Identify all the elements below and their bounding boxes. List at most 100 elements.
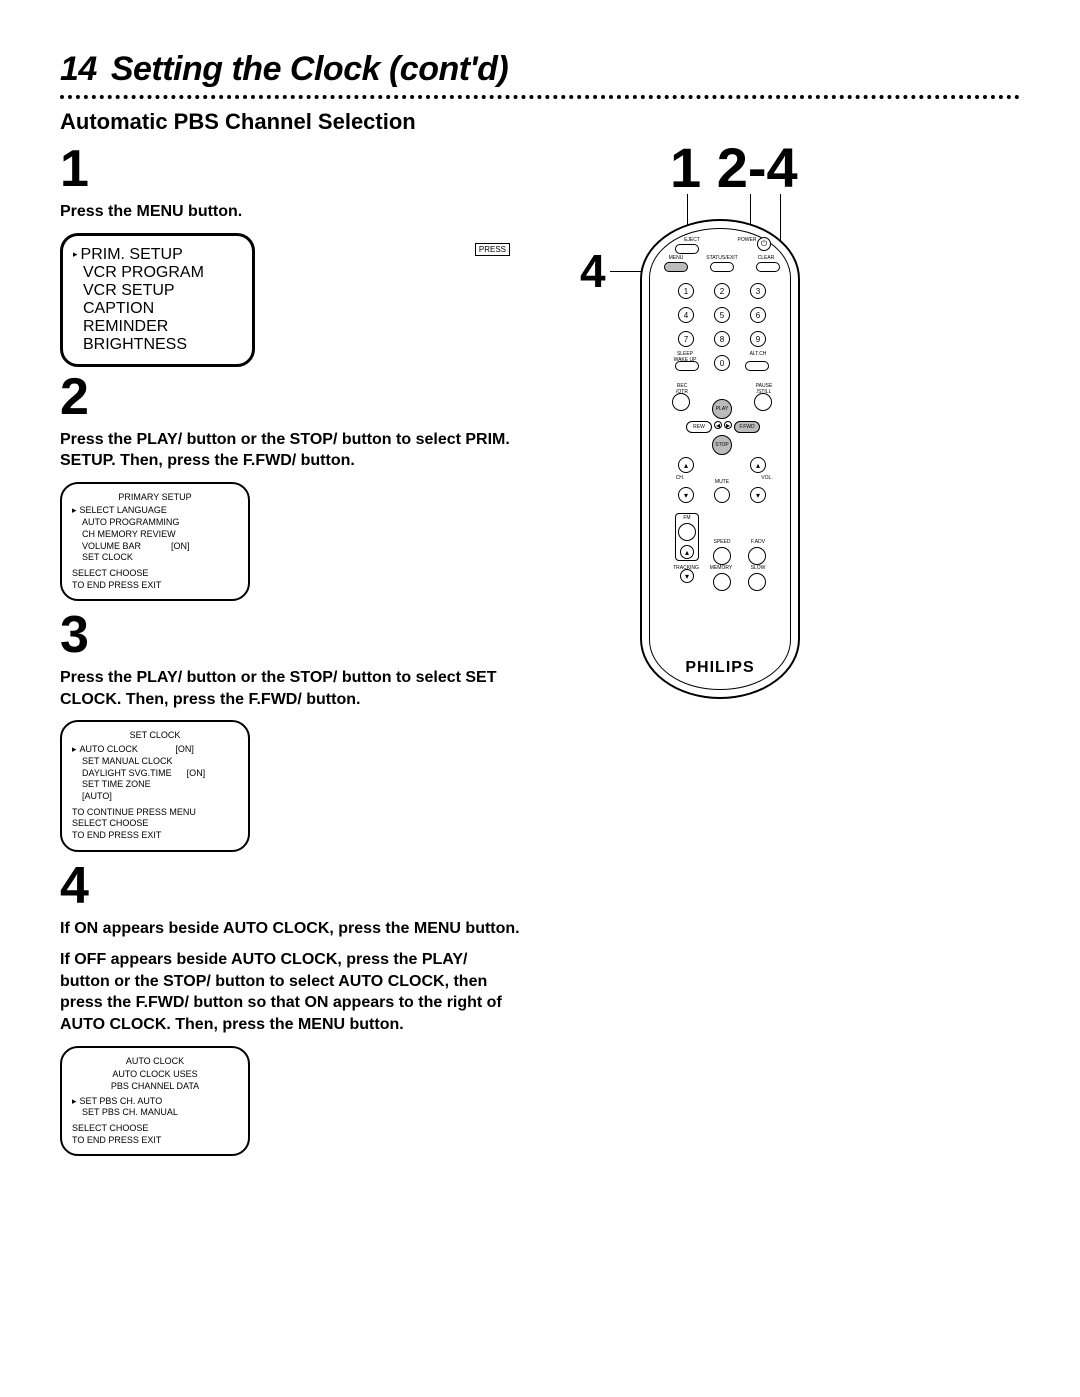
instructions-column: 1 Press the MENU button. ▸PRIM. SETUP VC…: [60, 139, 520, 1164]
ffwd-button[interactable]: F.FWD: [734, 421, 760, 433]
step-4-screen: AUTO CLOCK AUTO CLOCK USES PBS CHANNEL D…: [60, 1046, 250, 1157]
screen-line: PRIM. SETUP: [81, 246, 183, 264]
altch-button[interactable]: [745, 361, 769, 371]
menu-label: MENU: [664, 255, 688, 261]
screen-mid: TO CONTINUE PRESS MENU: [72, 807, 238, 819]
stop-button[interactable]: STOP: [712, 435, 732, 455]
screen-footer: TO END PRESS EXIT: [72, 580, 238, 592]
num-6-button[interactable]: 6: [750, 307, 766, 323]
screen-line: SET PBS CH. MANUAL: [82, 1107, 178, 1117]
num-9-button[interactable]: 9: [750, 331, 766, 347]
play-button[interactable]: PLAY: [712, 399, 732, 419]
num-5-button[interactable]: 5: [714, 307, 730, 323]
press-button-label: PRESS: [475, 243, 510, 256]
rec-button[interactable]: [672, 393, 690, 411]
page-number: 14: [60, 50, 97, 88]
step-1-screen: ▸PRIM. SETUP VCR PROGRAM VCR SETUP CAPTI…: [60, 233, 255, 367]
rew-button[interactable]: REW: [686, 421, 712, 433]
screen-line: SELECT LANGUAGE: [80, 505, 167, 517]
screen-footer: SELECT CHOOSE: [72, 1123, 238, 1135]
slow-button[interactable]: [748, 573, 766, 591]
step-3-text: Press the PLAY/ button or the STOP/ butt…: [60, 667, 520, 710]
sleep-button[interactable]: [675, 361, 699, 371]
ch-label: CH.: [672, 475, 688, 481]
screen-sub: AUTO CLOCK USES PBS CHANNEL DATA: [72, 1069, 238, 1092]
play-label: PLAY: [716, 406, 728, 412]
screen-line: REMINDER: [83, 318, 168, 335]
step-2-screen: PRIMARY SETUP ▸SELECT LANGUAGE AUTO PROG…: [60, 482, 250, 602]
eject-label: EJECT: [677, 237, 707, 243]
step-2-text: Press the PLAY/ button or the STOP/ butt…: [60, 429, 520, 472]
slow-label: SLOW: [746, 565, 770, 571]
clear-button[interactable]: [756, 262, 780, 272]
num-4-button[interactable]: 4: [678, 307, 694, 323]
eject-button[interactable]: [675, 244, 699, 254]
speed-button[interactable]: [713, 547, 731, 565]
step-1-number: 1: [60, 143, 520, 195]
screen-line: CAPTION: [83, 300, 154, 317]
num-0-button[interactable]: 0: [714, 355, 730, 371]
ch-down-button[interactable]: ▾: [678, 487, 694, 503]
fadv-button[interactable]: [748, 547, 766, 565]
memory-label: MEMORY: [706, 565, 736, 571]
vol-label: VOL.: [757, 475, 777, 481]
clear-label: CLEAR: [754, 255, 778, 261]
screen-line: [AUTO]: [82, 791, 112, 801]
fadv-label: F.ADV: [746, 539, 770, 545]
screen-line: CH MEMORY REVIEW: [82, 529, 176, 539]
page-subtitle: Automatic PBS Channel Selection: [60, 109, 1020, 135]
screen-title: PRIMARY SETUP: [72, 492, 238, 504]
num-8-button[interactable]: 8: [714, 331, 730, 347]
pause-button[interactable]: [754, 393, 772, 411]
num-3-button[interactable]: 3: [750, 283, 766, 299]
step-3-screen: SET CLOCK ▸AUTO CLOCK [ON] SET MANUAL CL…: [60, 720, 250, 851]
mute-label: MUTE: [710, 479, 734, 485]
step-4-text-1: If ON appears beside AUTO CLOCK, press t…: [60, 918, 520, 940]
ffwd-label: F.FWD: [739, 424, 754, 430]
screen-line: AUTO PROGRAMMING: [82, 517, 179, 527]
num-1-button[interactable]: 1: [678, 283, 694, 299]
screen-line: SET CLOCK: [82, 552, 133, 562]
callout-left: 4: [580, 244, 606, 298]
screen-line: VCR SETUP: [83, 282, 175, 299]
screen-line: BRIGHTNESS: [83, 336, 187, 353]
num-7-button[interactable]: 7: [678, 331, 694, 347]
screen-line: DAYLIGHT SVG.TIME [ON]: [82, 768, 205, 778]
track-up-button[interactable]: ▴: [680, 545, 694, 559]
menu-button[interactable]: [664, 262, 688, 272]
screen-title: AUTO CLOCK: [72, 1056, 238, 1068]
vol-down-button[interactable]: ▾: [750, 487, 766, 503]
step-3-number: 3: [60, 609, 520, 661]
screen-line: VOLUME BAR [ON]: [82, 541, 190, 551]
remote-control: EJECT POWER ⏻ MENU STATUS/EXIT CLEAR 1 2…: [640, 219, 800, 699]
step-2-number: 2: [60, 371, 520, 423]
step-1-text: Press the MENU button.: [60, 201, 520, 223]
mute-button[interactable]: [714, 487, 730, 503]
track-down-button[interactable]: ▾: [680, 569, 694, 583]
screen-line: VCR PROGRAM: [83, 264, 204, 281]
memory-button[interactable]: [713, 573, 731, 591]
screen-line: AUTO CLOCK [ON]: [80, 744, 194, 756]
rew-label: REW: [693, 424, 705, 430]
left-icon[interactable]: ◂: [714, 421, 722, 429]
step-4-text-2: If OFF appears beside AUTO CLOCK, press …: [60, 949, 520, 1035]
step-4-number: 4: [60, 860, 520, 912]
num-2-button[interactable]: 2: [714, 283, 730, 299]
fm-button[interactable]: [678, 523, 696, 541]
vol-up-button[interactable]: ▴: [750, 457, 766, 473]
power-button[interactable]: ⏻: [757, 237, 771, 251]
callout-top: 1 2-4: [670, 135, 798, 200]
fm-label: FM: [680, 515, 694, 521]
status-button[interactable]: [710, 262, 734, 272]
dotted-rule: [60, 95, 1020, 99]
ch-up-button[interactable]: ▴: [678, 457, 694, 473]
screen-line: SET TIME ZONE: [82, 779, 151, 789]
right-icon[interactable]: ▸: [724, 421, 732, 429]
status-label: STATUS/EXIT: [697, 255, 747, 261]
screen-footer: SELECT CHOOSE: [72, 818, 238, 830]
remote-column: 1 2-4 4 EJECT POWER ⏻ MENU STATUS/EXIT C…: [560, 139, 980, 1164]
page-title: Setting the Clock (cont'd): [111, 50, 508, 88]
tracking-label: TRACKING: [666, 565, 706, 571]
altch-label: ALT.CH: [746, 351, 770, 357]
stop-label: STOP: [715, 442, 729, 448]
